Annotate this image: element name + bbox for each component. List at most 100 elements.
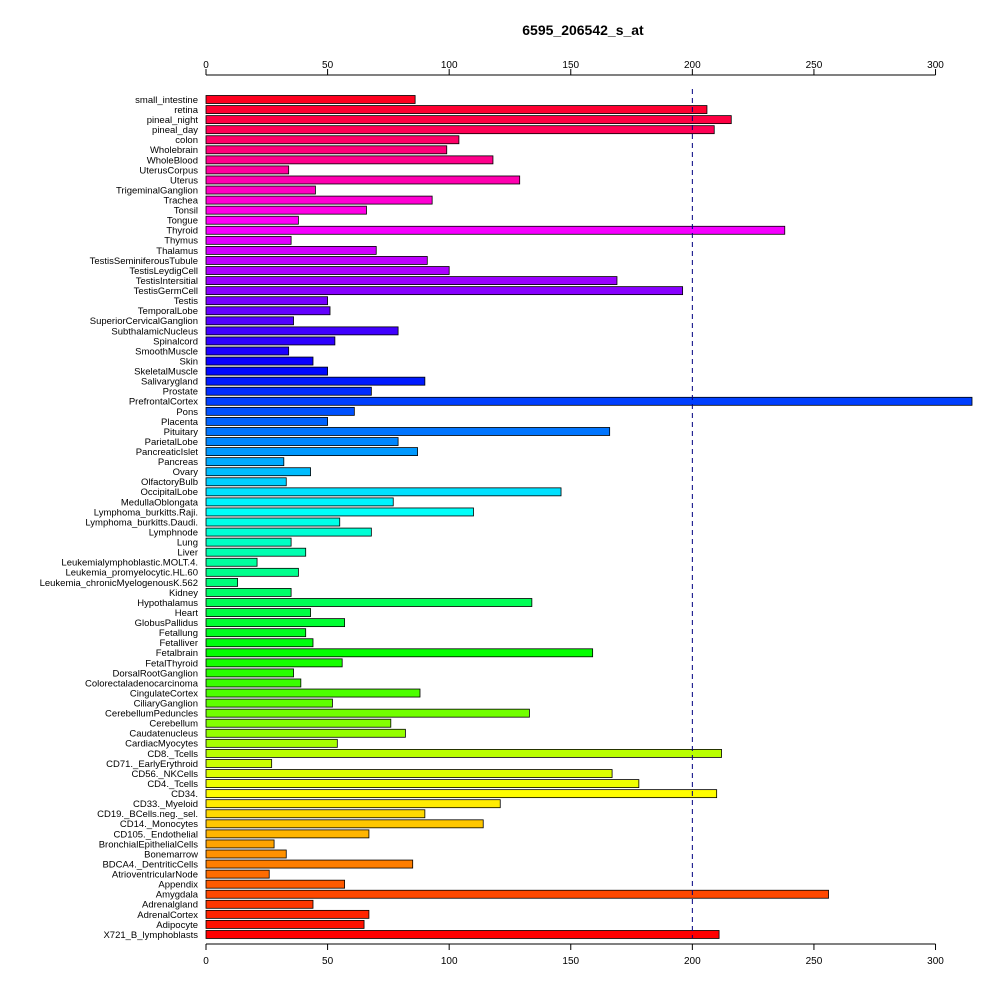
category-labels: small_intestineretinapineal_nightpineal_… [40, 95, 199, 941]
bar [205, 678, 302, 688]
category-label: Heart [175, 608, 199, 619]
category-label: Lymphoma_burkitts.Daudi. [85, 517, 198, 528]
category-label: CD8._Tcells [147, 749, 198, 760]
category-label: PancreaticIslet [136, 447, 199, 458]
category-label: Prostate [163, 387, 198, 398]
category-label: PrefrontalCortex [129, 397, 198, 408]
category-label: Thyroid [166, 226, 198, 237]
bar [205, 256, 428, 265]
category-label: Fetallung [159, 628, 198, 639]
category-label: Pituitary [164, 427, 199, 438]
bar [205, 577, 239, 587]
category-label: Colorectaladenocarcinoma [85, 678, 199, 689]
bar [205, 628, 307, 638]
bar [205, 759, 273, 768]
category-label: TestisLeydigCell [129, 266, 198, 277]
bar [205, 648, 594, 658]
category-label: DorsalRootGanglion [112, 668, 198, 679]
bar [205, 235, 292, 245]
category-label: Bonemarrow [144, 849, 198, 860]
bar [205, 376, 426, 386]
bar [205, 829, 370, 839]
category-label: Placenta [161, 417, 199, 428]
category-label: Cerebellum [149, 719, 198, 730]
bar [205, 658, 343, 668]
category-label: SubthalamicNucleus [111, 326, 198, 337]
bar [205, 105, 708, 114]
category-label: CardiacMyocytes [125, 739, 198, 750]
bar [205, 688, 421, 698]
category-label: TestisGermCell [134, 286, 198, 297]
category-label: Thymus [164, 236, 198, 247]
category-label: Spinalcord [153, 336, 198, 347]
category-label: CD56._NKCells [131, 769, 198, 780]
bar [205, 427, 611, 436]
x-axis-bottom: 0 50 100 150 200 250 300 [203, 943, 944, 967]
bar [205, 738, 338, 748]
category-label: Adrenalgland [142, 900, 198, 911]
bar [205, 608, 311, 617]
bar [205, 799, 501, 809]
bar [205, 920, 365, 929]
category-label: Uterus [170, 175, 198, 186]
bar [205, 286, 684, 296]
category-label: CD19._BCells.neg._sel. [97, 809, 198, 820]
tick-label: 150 [562, 60, 579, 71]
tick-label: 150 [562, 956, 579, 967]
category-label: Leukemia_chronicMyelogenousK.562 [40, 578, 198, 589]
bar [205, 638, 314, 648]
bar [205, 135, 460, 145]
category-label: ParietalLobe [145, 437, 198, 448]
tick-label: 250 [806, 60, 823, 71]
category-label: GlobusPallidus [135, 618, 199, 629]
category-label: TestisIntersitial [136, 276, 198, 287]
category-label: pineal_day [152, 125, 198, 136]
bar [205, 909, 370, 919]
bar [205, 618, 346, 628]
category-label: FetalThyroid [145, 658, 198, 669]
bar [205, 306, 331, 316]
bar [205, 396, 973, 406]
category-label: Ovary [173, 467, 199, 478]
category-label: Tongue [167, 216, 198, 227]
tick-label: 200 [684, 60, 701, 71]
bar [205, 125, 715, 135]
category-label: Kidney [169, 588, 198, 599]
bar [205, 205, 367, 215]
bar [205, 185, 316, 195]
category-label: Leukemia_promyelocytic.HL.60 [65, 568, 198, 579]
bar [205, 879, 346, 889]
category-label: TemporalLobe [138, 306, 198, 317]
category-label: CD14._Monocytes [120, 819, 198, 830]
bar [205, 175, 521, 185]
bar [205, 487, 562, 497]
bar [205, 115, 732, 125]
category-label: UterusCorpus [139, 165, 198, 176]
category-label: CD33._Myeloid [133, 799, 198, 810]
category-label: Thalamus [156, 246, 198, 257]
category-label: OlfactoryBulb [141, 477, 198, 488]
bar [205, 789, 718, 799]
tick-label: 50 [322, 956, 334, 967]
bar [205, 467, 311, 477]
bar [205, 145, 448, 155]
tick-label: 0 [203, 956, 209, 967]
category-label: Fetalbrain [156, 648, 198, 659]
category-label: Appendix [158, 880, 198, 891]
category-label: Amygdala [156, 890, 199, 901]
category-label: BronchialEpithelialCells [99, 839, 199, 850]
bar [205, 386, 372, 396]
bars-group [205, 95, 973, 939]
bar [205, 165, 290, 175]
category-label: retina [174, 105, 198, 116]
category-label: Tonsil [174, 206, 198, 217]
bar [205, 356, 314, 366]
bar [205, 266, 450, 275]
category-label: Liver [177, 548, 198, 559]
category-label: CD4._Tcells [147, 779, 198, 790]
category-label: Leukemialymphoblastic.MOLT.4. [61, 558, 198, 569]
bar [205, 547, 307, 557]
category-label: colon [175, 135, 198, 146]
category-label: Caudatenucleus [129, 729, 198, 740]
category-label: MedullaOblongata [121, 497, 199, 508]
